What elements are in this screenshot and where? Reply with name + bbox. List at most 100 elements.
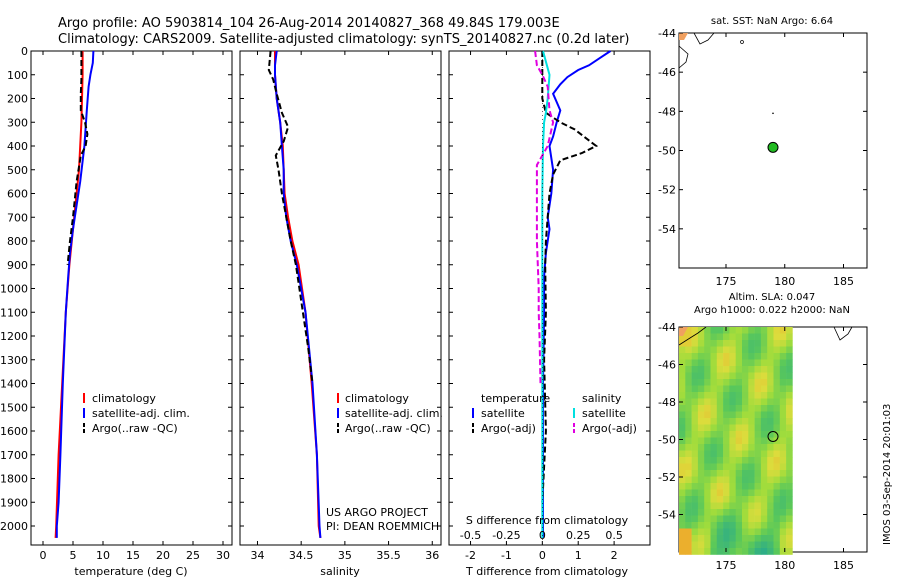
- depth-tick-label: 1000: [0, 283, 28, 296]
- p2-xtick-label: 34.5: [289, 549, 314, 562]
- p2-xtick-label: 35: [338, 549, 352, 562]
- p3-xtick-label: 2: [611, 549, 618, 562]
- sla-map-title-2: Argo h1000: 0.022 h2000: NaN: [694, 305, 850, 316]
- m2-ticks-xtick-label: 185: [833, 559, 854, 572]
- depth-tick-label: 1100: [0, 306, 28, 319]
- depth-tick-label: 1400: [0, 378, 28, 391]
- p1-xtick-label: 0: [40, 549, 47, 562]
- depth-tick-label: 1600: [0, 425, 28, 438]
- depth-tick-label: 500: [7, 164, 28, 177]
- depth-tick-label: 200: [7, 93, 28, 106]
- sla-map-title-1: Altim. SLA: 0.047: [729, 292, 815, 303]
- depth-tick-label: 600: [7, 188, 28, 201]
- p3-xtick-label: -2: [465, 549, 476, 562]
- difference-panel: -2 -1 0 1 2 T difference from climatology S …: [448, 50, 651, 578]
- m2-ticks-ytick-label: -50: [658, 434, 676, 447]
- difference-top-tick-label: 0: [539, 529, 546, 542]
- difference-xlabel-top: S difference from climatology: [466, 514, 629, 527]
- temperature-panel: 0 5 10 15 20 25 300100200300400500600700800900…: [0, 45, 233, 578]
- difference-legend-s-sat: satellite: [582, 407, 626, 420]
- sla-map-panel: Altim. SLA: 0.047 Argo h1000: 0.022 h200…: [658, 292, 893, 572]
- sst-map-coastline: [679, 32, 715, 45]
- salinity-annotation-pi: PI: DEAN ROEMMICH: [326, 520, 439, 533]
- sst-map-dot: [772, 112, 774, 115]
- p1-xtick-label: 20: [156, 549, 170, 562]
- temperature-legend-sat: satellite-adj. clim.: [92, 407, 190, 420]
- m2-ticks-xtick-label: 180: [774, 559, 795, 572]
- salinity-plot-frame: [239, 50, 442, 546]
- m1-ticks-ytick-label: -50: [658, 145, 676, 158]
- sla-map-coastline-2: [833, 326, 853, 341]
- m1-ticks-xtick-label: 175: [716, 275, 737, 288]
- salinity-legend-argo: Argo(..raw -QC): [345, 422, 431, 435]
- salinity-annotation-project: US ARGO PROJECT: [326, 506, 428, 519]
- p2-xtick-label: 34: [250, 549, 264, 562]
- salinity-panel: 34 34.5 35 35.5 36 salinity climatology sate…: [239, 50, 443, 578]
- depth-tick-label: 0: [21, 45, 28, 58]
- difference-xlabel: T difference from climatology: [465, 565, 628, 578]
- p1-series-1: [55, 50, 95, 538]
- salinity-legend: climatology satellite-adj. clim. Argo(..…: [337, 392, 443, 435]
- difference-legend: temperature satellite Argo(-adj) salinit…: [472, 392, 637, 435]
- depth-tick-label: 2000: [0, 520, 28, 533]
- depth-tick-label: 1700: [0, 449, 28, 462]
- header-line-1: Argo profile: AO 5903814_104 26-Aug-2014…: [58, 16, 560, 31]
- m2-ticks-ytick-label: -48: [658, 396, 676, 409]
- salinity-xlabel: salinity: [320, 565, 360, 578]
- p1-xtick-label: 25: [186, 549, 200, 562]
- m2-ticks-ytick-label: -52: [658, 471, 676, 484]
- sst-map-island: [740, 40, 744, 44]
- depth-tick-label: 400: [7, 140, 28, 153]
- header-line-2: Climatology: CARS2009. Satellite-adjuste…: [58, 32, 630, 47]
- difference-legend-title-t: temperature: [481, 392, 550, 405]
- p3-series-0: [542, 50, 612, 538]
- m2-ticks-ytick-label: -54: [658, 509, 676, 522]
- sla-map-argo-point: [767, 431, 779, 442]
- m1-ticks-ytick-label: -48: [658, 105, 676, 118]
- depth-tick-label: 300: [7, 116, 28, 129]
- depth-tick-label: 800: [7, 235, 28, 248]
- p3-xtick-label: 1: [575, 549, 582, 562]
- sst-map-land-patch: [679, 33, 688, 40]
- depth-tick-label: 1200: [0, 330, 28, 343]
- depth-tick-label: 700: [7, 211, 28, 224]
- p2-series-2: [267, 50, 314, 384]
- depth-tick-label: 1800: [0, 473, 28, 486]
- difference-top-tick-label: -0.5: [460, 529, 481, 542]
- depth-tick-label: 900: [7, 259, 28, 272]
- m2-ticks-ytick-label: -46: [658, 359, 676, 372]
- p1-xtick-label: 10: [96, 549, 110, 562]
- depth-tick-label: 1300: [0, 354, 28, 367]
- sst-map-title: sat. SST: NaN Argo: 6.64: [711, 16, 833, 27]
- sst-map-panel: sat. SST: NaN Argo: 6.64 175 180 185 -44 -46…: [658, 16, 868, 288]
- m2-ticks-ytick-label: -44: [658, 321, 676, 334]
- sst-map-argo-point: [767, 141, 779, 153]
- difference-legend-t-argo: Argo(-adj): [481, 422, 536, 435]
- p3-xtick-label: 0: [539, 549, 546, 562]
- temperature-legend: climatology satellite-adj. clim. Argo(..…: [83, 392, 190, 435]
- temperature-xlabel: temperature (deg C): [74, 565, 187, 578]
- p1-xtick-label: 30: [216, 549, 230, 562]
- sla-map-land-patch: [679, 327, 688, 336]
- sst-map-coastline-2: [678, 45, 689, 69]
- difference-top-tick-label: 0.25: [566, 529, 591, 542]
- p1-xtick-label: 15: [126, 549, 140, 562]
- m1-ticks-xtick-label: 180: [774, 275, 795, 288]
- salinity-legend-sat: satellite-adj. clim.: [345, 407, 443, 420]
- m1-ticks-ytick-label: -46: [658, 66, 676, 79]
- temperature-plot-frame: [30, 50, 233, 546]
- p2-xtick-label: 35.5: [376, 549, 401, 562]
- difference-top-tick-label: 0.5: [605, 529, 623, 542]
- depth-tick-label: 1900: [0, 496, 28, 509]
- m1-ticks-ytick-label: -44: [658, 27, 676, 40]
- sla-map-coastline: [678, 326, 707, 346]
- p2-xtick-label: 36: [425, 549, 439, 562]
- p2-series-0: [274, 51, 322, 539]
- depth-tick-label: 1500: [0, 401, 28, 414]
- difference-top-tick-label: -0.25: [492, 529, 520, 542]
- m2-ticks-xtick-label: 175: [716, 559, 737, 572]
- difference-legend-t-sat: satellite: [481, 407, 525, 420]
- sla-heatmap: [679, 327, 793, 555]
- salinity-legend-clim: climatology: [345, 392, 409, 405]
- imos-side-text: IMOS 03-Sep-2014 20:01:03: [882, 404, 893, 545]
